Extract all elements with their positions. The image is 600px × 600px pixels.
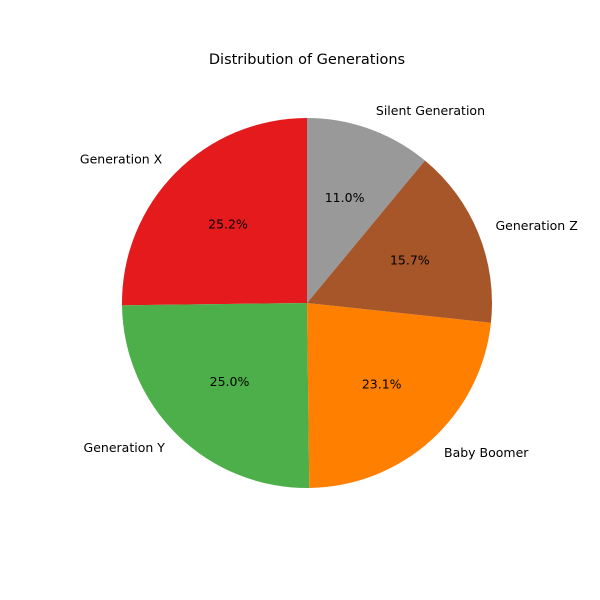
pie-slices xyxy=(121,118,493,489)
slice-label-generation-z: Generation Z xyxy=(496,218,578,233)
pct-label-generation-x: 25.2% xyxy=(208,217,248,232)
slice-label-generation-x: Generation X xyxy=(80,152,163,167)
pie-slice-generation-x xyxy=(121,118,308,306)
pct-label-generation-y: 25.0% xyxy=(210,374,250,389)
pie-slice-generation-y xyxy=(122,303,310,489)
pie-labels: Generation X 25.2% Generation Y 25.0% Baby B… xyxy=(80,103,578,460)
pie-slice-generation-z xyxy=(307,160,493,323)
pie-slice-silent-generation xyxy=(307,118,425,303)
slice-label-baby-boomer: Baby Boomer xyxy=(444,445,529,460)
pct-label-generation-z: 15.7% xyxy=(390,253,430,268)
slice-label-silent-generation: Silent Generation xyxy=(376,103,485,118)
pct-label-baby-boomer: 23.1% xyxy=(362,377,402,392)
pct-label-silent-generation: 11.0% xyxy=(325,190,365,205)
pie-slice-baby-boomer xyxy=(307,303,491,488)
chart-title: Distribution of Generations xyxy=(209,52,405,68)
slice-label-generation-y: Generation Y xyxy=(84,440,166,455)
